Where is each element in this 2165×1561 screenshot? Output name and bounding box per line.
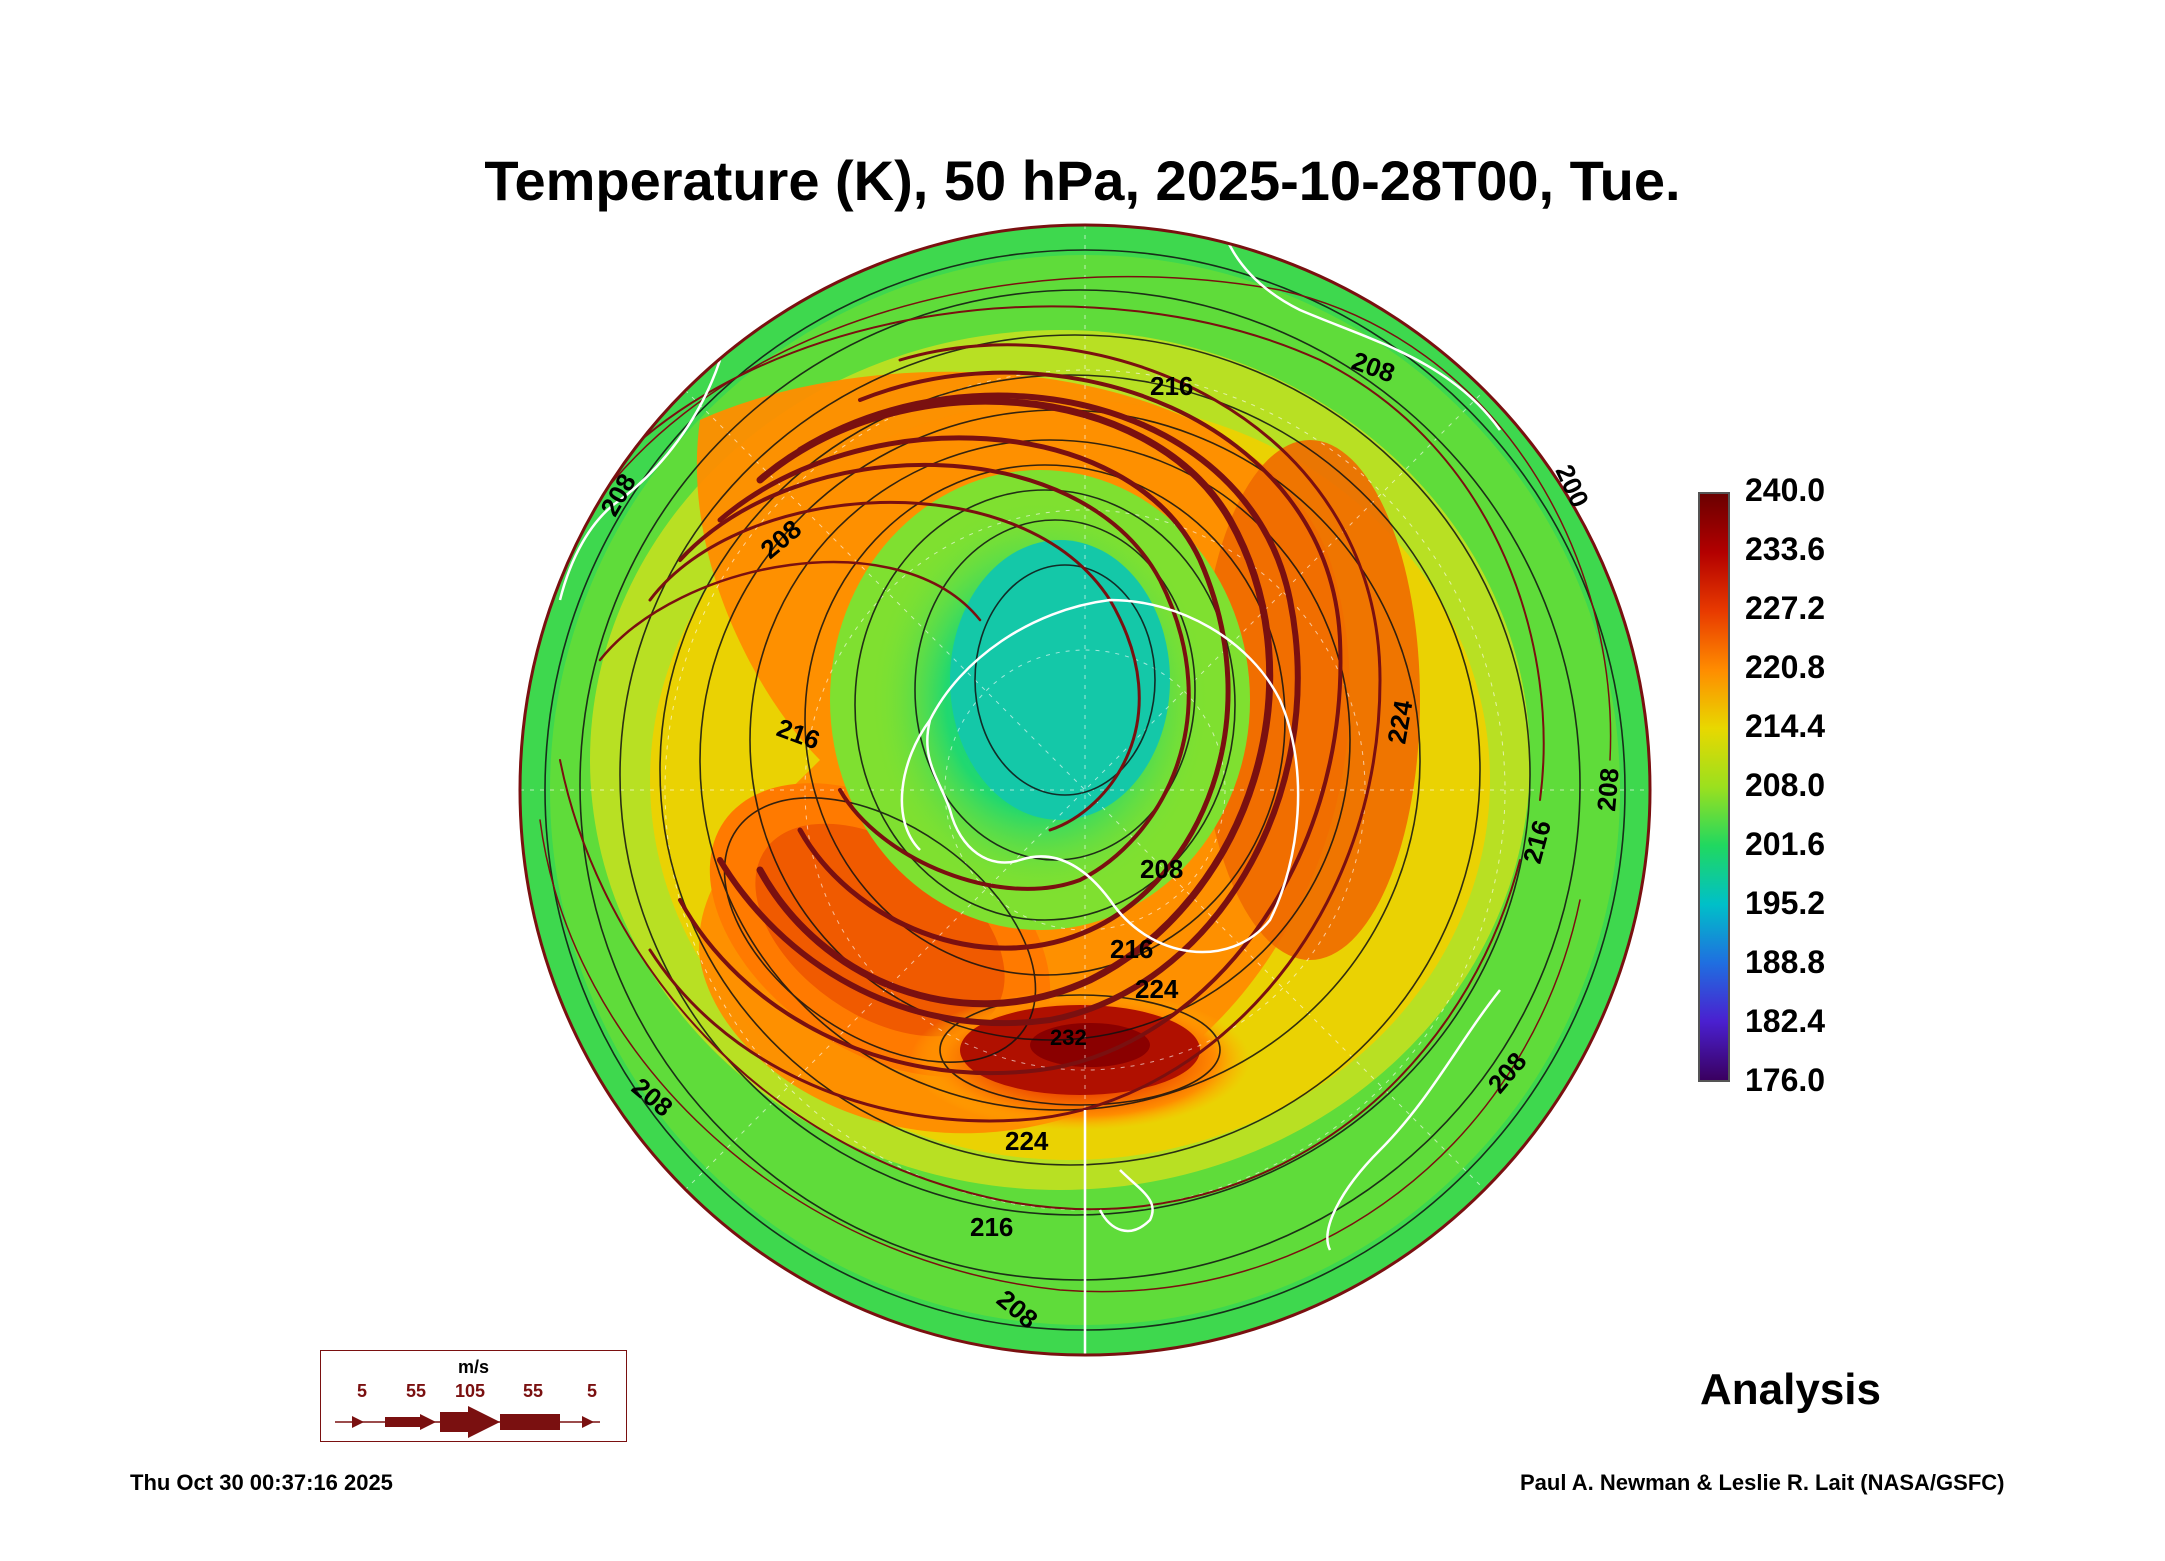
colorbar-label: 233.6	[1745, 531, 1826, 567]
map-title: Temperature (K), 50 hPa, 2025-10-28T00, …	[484, 149, 1681, 212]
analysis-label: Analysis	[1700, 1365, 1881, 1414]
colorbar	[1698, 492, 1730, 1082]
wind-legend-label: 55	[523, 1381, 544, 1401]
contour-label: 216	[970, 1212, 1013, 1242]
contour-label: 232	[1050, 1025, 1087, 1050]
colorbar-label: 182.4	[1745, 1003, 1826, 1039]
contour-label: 216	[1150, 371, 1193, 401]
credit: Paul A. Newman & Leslie R. Lait (NASA/GS…	[1520, 1470, 2005, 1495]
colorbar-label: 227.2	[1745, 590, 1826, 626]
colorbar-label: 195.2	[1745, 885, 1826, 921]
wind-legend: m/s 5 55 105 55 5	[320, 1350, 627, 1442]
colorbar-label: 176.0	[1745, 1062, 1826, 1098]
colorbar-label: 220.8	[1745, 649, 1826, 685]
wind-legend-label: 5	[357, 1381, 368, 1401]
contour-label: 208	[1140, 854, 1183, 884]
colorbar-label: 188.8	[1745, 944, 1826, 980]
wind-legend-label: 55	[406, 1381, 427, 1401]
wind-legend-label: 105	[455, 1381, 486, 1401]
contour-label: 208	[1591, 767, 1625, 813]
wind-legend-label: 5	[587, 1381, 598, 1401]
timestamp: Thu Oct 30 00:37:16 2025	[130, 1470, 393, 1495]
contour-label: 224	[1135, 974, 1179, 1004]
wind-legend-unit: m/s	[457, 1357, 490, 1377]
contour-label: 216	[1110, 934, 1153, 964]
colorbar-label: 208.0	[1745, 767, 1826, 803]
contour-label: 224	[1005, 1126, 1049, 1156]
colorbar-label: 214.4	[1745, 708, 1826, 744]
wind-legend-arrows	[335, 1406, 600, 1438]
map-border	[518, 223, 1652, 1357]
temperature-field	[520, 225, 1650, 1355]
colorbar-label: 240.0	[1745, 472, 1826, 508]
colorbar-label: 201.6	[1745, 826, 1826, 862]
